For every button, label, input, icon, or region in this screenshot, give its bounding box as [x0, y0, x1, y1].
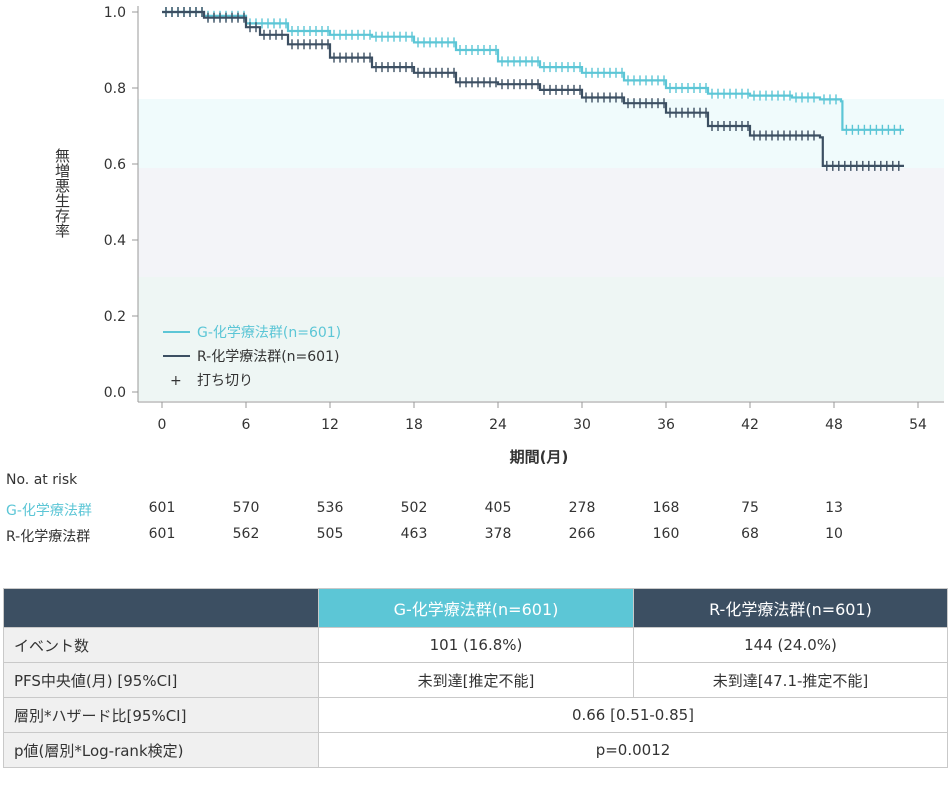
risk-count: 601 [148, 500, 176, 516]
summary-median-g: 未到達[推定不能] [318, 662, 634, 698]
x-tick-label: 30 [573, 417, 591, 433]
x-axis-label: 期間(月) [510, 448, 569, 466]
risk-count: 168 [652, 500, 680, 516]
y-tick-label: 0.0 [104, 385, 126, 401]
y-tick-label: 0.6 [104, 157, 126, 173]
summary-row-median: PFS中央値(月) [95%CI] 未到達[推定不能] 未到達[47.1-推定不… [3, 662, 948, 698]
km-curve-g [162, 10, 904, 131]
summary-events-r: 144 (24.0%) [633, 627, 948, 663]
risk-count: 570 [232, 500, 260, 516]
x-tick-label: 0 [158, 417, 167, 433]
summary-header-row: G-化学療法群(n=601) R-化学療法群(n=601) [3, 588, 948, 628]
summary-header-blank [3, 588, 319, 628]
risk-count: 68 [741, 526, 759, 542]
risk-count: 378 [484, 526, 512, 542]
summary-label-hazard: 層別*ハザード比[95%CI] [3, 697, 319, 733]
risk-count: 562 [232, 526, 260, 542]
risk-header: No. at risk [6, 472, 78, 488]
summary-header-g: G-化学療法群(n=601) [318, 588, 634, 628]
y-axis-label: 無増悪生存率 [53, 148, 71, 238]
x-tick-label: 18 [405, 417, 423, 433]
summary-row-hazard: 層別*ハザード比[95%CI] 0.66 [0.51-0.85] [3, 697, 948, 733]
legend-label-g: G-化学療法群(n=601) [197, 324, 341, 341]
x-tick-label: 42 [741, 417, 759, 433]
risk-count: 505 [316, 526, 344, 542]
x-tick-label: 54 [909, 417, 927, 433]
summary-label-median: PFS中央値(月) [95%CI] [3, 662, 319, 698]
summary-median-r: 未到達[47.1-推定不能] [633, 662, 948, 698]
x-tick-label: 24 [489, 417, 507, 433]
number-at-risk-table: No. at risk G-化学療法群 601 570 536 502 405 278 168… [0, 470, 950, 550]
risk-count: 75 [741, 500, 759, 516]
risk-count: 601 [148, 526, 176, 542]
risk-count: 463 [400, 526, 428, 542]
risk-row-label: G-化学療法群 [6, 503, 92, 519]
legend-censor-label: 打ち切り [197, 372, 253, 389]
summary-row-pvalue: p値(層別*Log-rank検定) p=0.0012 [3, 732, 948, 768]
risk-count: 502 [400, 500, 428, 516]
y-tick-label: 0.4 [104, 233, 126, 249]
summary-pvalue: p=0.0012 [318, 732, 948, 768]
summary-hazard-value: 0.66 [0.51-0.85] [318, 697, 948, 733]
legend-censor-symbol: + [170, 373, 182, 389]
risk-count: 278 [568, 500, 596, 516]
bg-band-top [138, 99, 944, 168]
legend-label-r: R-化学療法群(n=601) [197, 348, 339, 365]
summary-label-pvalue: p値(層別*Log-rank検定) [3, 732, 319, 768]
risk-count: 160 [652, 526, 680, 542]
summary-table: G-化学療法群(n=601) R-化学療法群(n=601) イベント数 101 … [3, 588, 948, 768]
summary-row-events: イベント数 101 (16.8%) 144 (24.0%) [3, 627, 948, 663]
summary-header-r: R-化学療法群(n=601) [633, 588, 948, 628]
risk-count: 10 [825, 526, 843, 542]
x-tick-label: 6 [242, 417, 251, 433]
risk-count: 405 [484, 500, 512, 516]
km-chart: 0.0 0.2 0.4 0.6 0.8 1.0 0 6 12 18 24 30 36 42 48 54 無増… [53, 5, 944, 466]
x-tick-label: 48 [825, 417, 843, 433]
legend: G-化学療法群(n=601) R-化学療法群(n=601) + 打ち切り [163, 324, 341, 389]
risk-row-label: R-化学療法群 [6, 529, 91, 545]
bg-band-bottom [138, 277, 944, 401]
y-tick-label: 1.0 [104, 5, 126, 21]
bg-band-middle [138, 168, 944, 277]
km-curve-r [162, 10, 904, 167]
summary-label-events: イベント数 [3, 627, 319, 663]
x-tick-label: 12 [321, 417, 339, 433]
risk-count: 536 [316, 500, 344, 516]
x-tick-label: 36 [657, 417, 675, 433]
risk-count: 13 [825, 500, 843, 516]
risk-count: 266 [568, 526, 596, 542]
y-tick-label: 0.2 [104, 309, 126, 325]
y-tick-label: 0.8 [104, 81, 126, 97]
summary-events-g: 101 (16.8%) [318, 627, 634, 663]
